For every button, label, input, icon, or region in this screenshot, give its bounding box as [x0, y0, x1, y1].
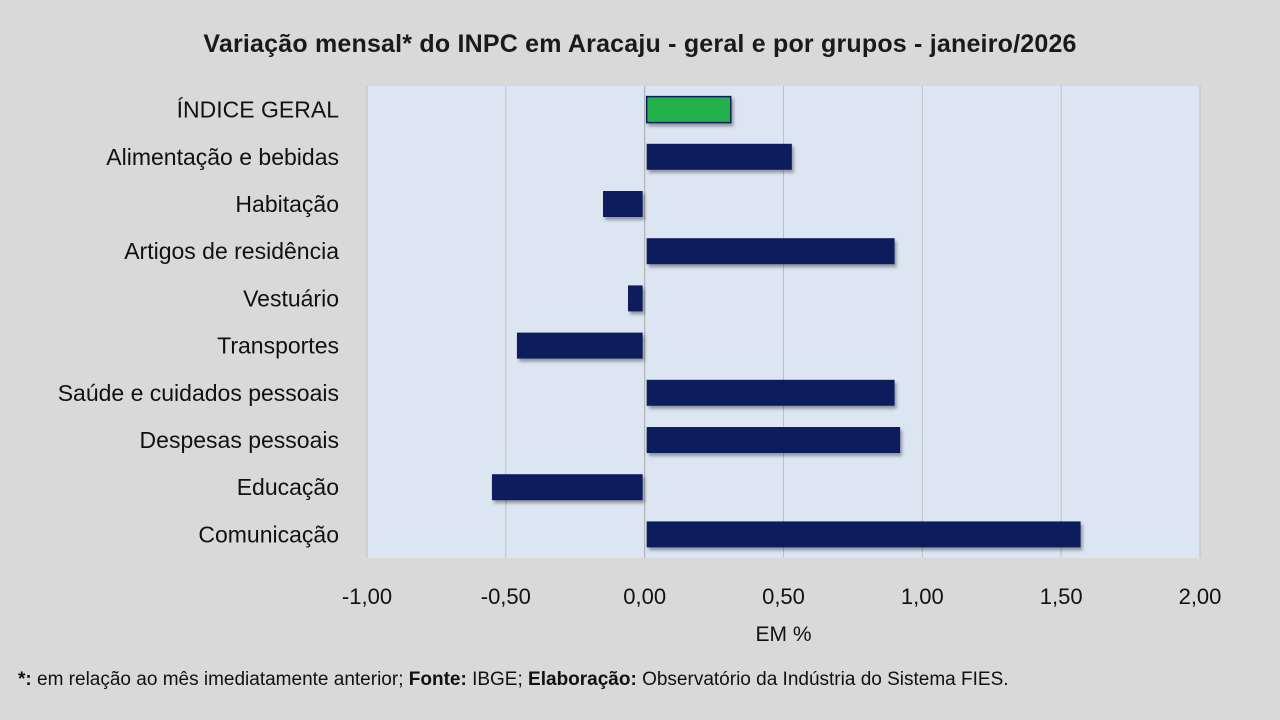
footnote-star-text: em relação ao mês imediatamente anterior…	[31, 669, 409, 690]
bar-vestuario	[628, 285, 643, 312]
category-label: Educação	[237, 474, 339, 500]
footnote-star-label: *:	[18, 669, 32, 690]
bar-educacao	[491, 474, 643, 501]
x-axis-label: EM %	[755, 623, 811, 646]
footnote-source-text: IBGE;	[466, 669, 529, 690]
category-label: Artigos de residência	[124, 238, 339, 264]
category-label: Saúde e cuidados pessoais	[58, 380, 339, 406]
footnote: *: em relação ao mês imediatamente anter…	[18, 669, 1009, 691]
bar-transportes	[516, 332, 643, 359]
x-tick-label: 0,00	[623, 584, 666, 609]
chart-title: Variação mensal* do INPC em Aracaju - ge…	[203, 30, 1077, 58]
bar-habitacao	[603, 191, 643, 217]
bar-despesas-pessoais	[646, 427, 901, 453]
category-label: Vestuário	[243, 285, 339, 311]
category-label: Comunicação	[198, 521, 339, 547]
bar-comunicacao	[646, 521, 1081, 548]
x-tick-label: 1,00	[901, 584, 944, 609]
category-label: Despesas pessoais	[140, 427, 339, 453]
x-tick-label: -0,50	[481, 584, 531, 609]
category-label: ÍNDICE GERAL	[177, 97, 340, 123]
x-tick-label: -1,00	[342, 584, 392, 609]
bar-indice-geral	[645, 95, 732, 124]
bar-artigos-de-residencia	[646, 238, 895, 265]
footnote-elaboration-text: Observatório da Indústria do Sistema FIE…	[636, 669, 1009, 690]
category-label: Transportes	[217, 333, 339, 359]
category-label: Alimentação e bebidas	[106, 144, 339, 170]
footnote-elaboration-label: Elaboração:	[528, 669, 637, 690]
x-tick-label: 1,50	[1040, 584, 1083, 609]
category-label: Habitação	[235, 191, 339, 217]
x-tick-label: 0,50	[762, 584, 805, 609]
x-tick-label: 2,00	[1179, 584, 1222, 609]
bar-alimentacao-e-bebidas	[646, 143, 792, 170]
bar-saude-e-cuidados-pessoais	[646, 379, 895, 406]
footnote-source-label: Fonte:	[408, 669, 467, 690]
